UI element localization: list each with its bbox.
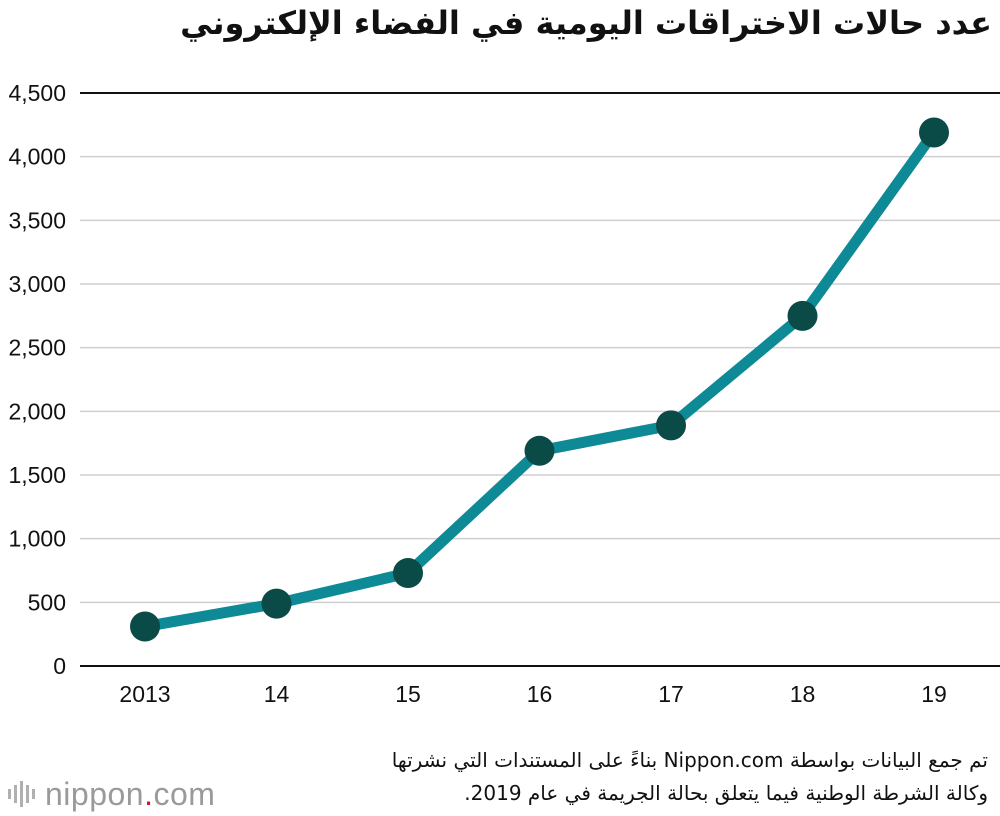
y-tick-label-0: 0 [53, 653, 66, 679]
line-chart: 0 500 1,000 1,500 2,000 2,500 3,000 3,500 4,000 4… [8, 80, 1000, 707]
data-point-17 [656, 410, 686, 441]
logo-wordmark: nippon.com [45, 775, 216, 812]
data-point-2013 [130, 611, 160, 642]
x-tick-label-2013: 2013 [119, 681, 170, 707]
chart-title: عدد حالات الاختراقات اليومية في الفضاء ا… [180, 4, 992, 42]
data-point-14 [261, 588, 292, 619]
x-tick-label-14: 14 [264, 681, 290, 707]
y-tick-label-3000: 3,000 [8, 271, 66, 297]
y-tick-label-2500: 2,500 [8, 335, 66, 361]
x-tick-label-15: 15 [395, 681, 421, 707]
series [130, 117, 949, 642]
y-tick-label-1000: 1,000 [8, 526, 66, 552]
logo-bars-icon [8, 781, 35, 807]
y-tick-labels: 0 500 1,000 1,500 2,000 2,500 3,000 3,500 4,000 4… [8, 80, 66, 679]
data-point-15 [393, 558, 423, 589]
y-tick-label-4500: 4,500 [8, 80, 66, 106]
y-tick-label-2000: 2,000 [8, 398, 66, 424]
x-tick-label-17: 17 [658, 681, 684, 707]
y-tick-label-3500: 3,500 [8, 207, 66, 233]
series-line [139, 126, 940, 633]
y-tick-label-500: 500 [28, 589, 66, 615]
gridlines [80, 92, 1000, 604]
y-tick-label-1500: 1,500 [8, 462, 66, 488]
data-point-18 [787, 300, 818, 331]
data-point-19 [919, 117, 949, 148]
x-tick-label-16: 16 [527, 681, 553, 707]
data-point-16 [524, 435, 555, 466]
y-tick-label-4000: 4,000 [8, 144, 66, 170]
x-tick-label-19: 19 [921, 681, 947, 707]
source-line-2: وكالة الشرطة الوطنية فيما يتعلق بحالة ال… [464, 781, 988, 805]
source-note: تم جمع البيانات بواسطة Nippon.com بناءً … [228, 744, 988, 810]
x-tick-labels: 2013 14 15 16 17 18 19 [119, 681, 946, 707]
source-line-1: تم جمع البيانات بواسطة Nippon.com بناءً … [391, 748, 988, 772]
nippon-logo: nippon.com [8, 774, 215, 814]
x-tick-label-18: 18 [790, 681, 816, 707]
